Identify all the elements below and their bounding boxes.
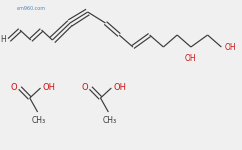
Text: OH: OH [113,84,126,93]
Text: CH₃: CH₃ [102,116,116,125]
Text: CH₃: CH₃ [31,116,46,125]
Text: OH: OH [43,84,55,93]
Text: O: O [10,84,17,93]
Text: OH: OH [224,42,236,51]
Text: em960.com: em960.com [17,6,46,11]
Text: H: H [0,36,6,45]
Text: O: O [81,84,88,93]
Text: OH: OH [185,54,197,63]
